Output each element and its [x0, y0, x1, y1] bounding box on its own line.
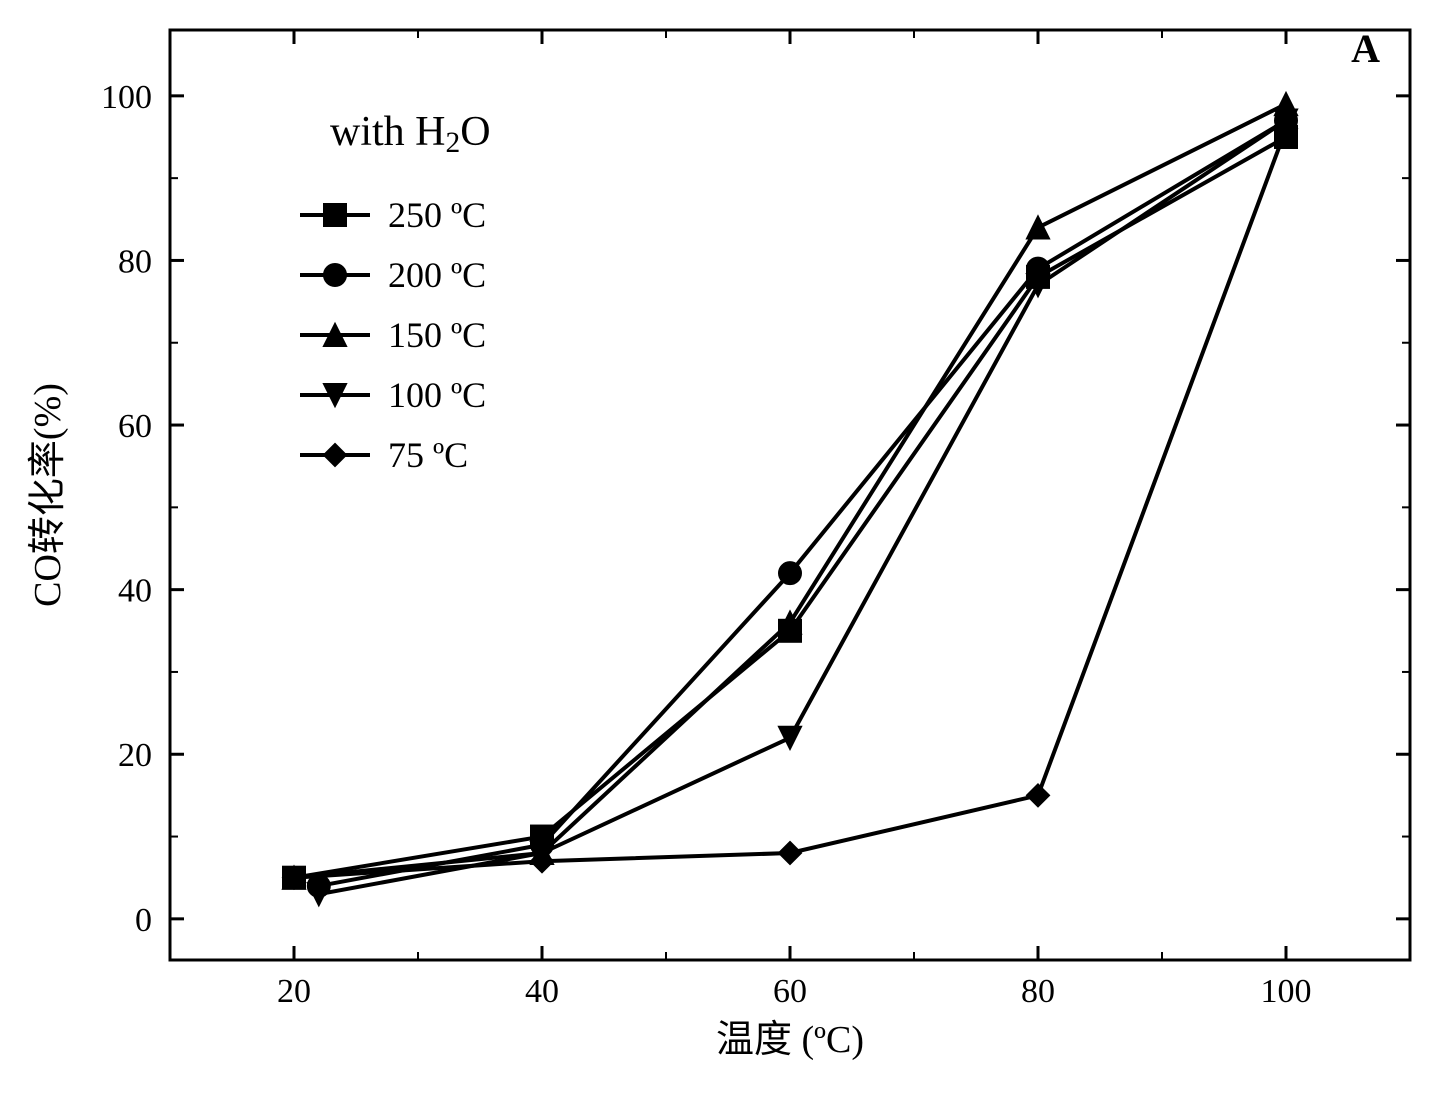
- y-tick-label: 20: [118, 737, 152, 774]
- x-tick-label: 80: [1021, 973, 1055, 1010]
- y-tick-label: 80: [118, 243, 152, 280]
- y-axis-label: CO转化率(%): [27, 383, 69, 607]
- panel-label: A: [1351, 26, 1380, 71]
- legend-label: 150 ºC: [388, 315, 486, 355]
- y-tick-label: 100: [101, 79, 152, 116]
- x-tick-label: 20: [277, 973, 311, 1010]
- chart-container: 20 40 60 80 100 0 20 40 60 80 100 温度 (ºC) CO转化率(%) Aw…: [0, 0, 1448, 1104]
- x-tick-label: 100: [1261, 973, 1312, 1010]
- chart-svg: 20 40 60 80 100 0 20 40 60 80 100 温度 (ºC) CO转化率(%) Aw…: [0, 0, 1448, 1104]
- annotation-with-h2o: with H2O: [330, 109, 491, 159]
- x-axis-label: 温度 (ºC): [716, 1019, 864, 1061]
- legend-label: 200 ºC: [388, 255, 486, 295]
- x-tick-label: 60: [773, 973, 807, 1010]
- y-tick-label: 40: [118, 573, 152, 610]
- y-tick-label: 0: [135, 902, 152, 939]
- legend-label: 75 ºC: [388, 435, 468, 475]
- legend-label: 100 ºC: [388, 375, 486, 415]
- legend-label: 250 ºC: [388, 195, 486, 235]
- y-tick-label: 60: [118, 408, 152, 445]
- x-tick-label: 40: [525, 973, 559, 1010]
